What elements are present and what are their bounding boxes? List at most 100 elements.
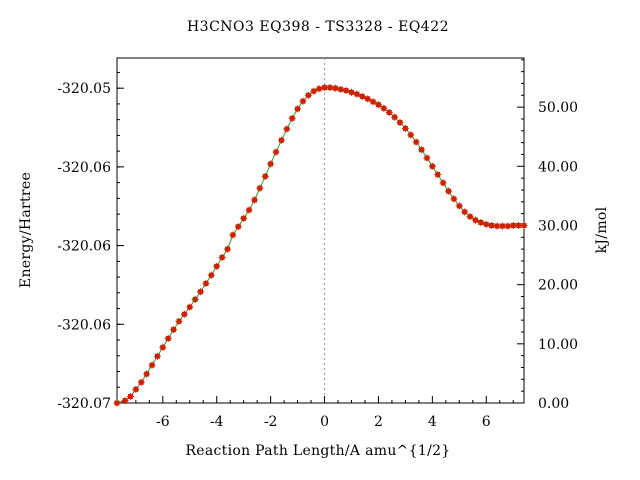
minor-ticks — [117, 59, 524, 404]
x-tick-label: 2 — [374, 414, 383, 430]
data-point — [423, 154, 431, 162]
x-tick-label: -2 — [264, 414, 278, 430]
data-point — [439, 179, 447, 187]
data-point — [385, 108, 393, 116]
left-axis-title: Energy/Hartree — [18, 172, 34, 288]
left-tick-label: -320.06 — [57, 317, 111, 333]
data-point — [418, 146, 426, 154]
data-point — [504, 222, 512, 230]
data-point — [347, 88, 355, 96]
data-point — [466, 213, 474, 221]
energy-profile-series — [113, 84, 528, 407]
data-point — [272, 148, 280, 156]
data-point — [113, 399, 121, 407]
data-point — [126, 392, 134, 400]
data-point — [310, 87, 318, 95]
data-point — [224, 245, 232, 253]
x-axis-ticks: -6 -4 -2 0 2 4 6 — [156, 396, 491, 430]
data-point — [461, 208, 469, 216]
data-point — [488, 221, 496, 229]
data-point — [180, 310, 188, 318]
data-point — [229, 231, 237, 239]
left-tick-label: -320.07 — [57, 396, 111, 412]
data-point — [143, 370, 151, 378]
data-point — [267, 160, 275, 168]
data-point — [294, 105, 302, 113]
right-axis-title: kJ/mol — [594, 206, 610, 253]
data-point — [277, 136, 285, 144]
data-point — [170, 326, 178, 334]
left-tick-label: -320.05 — [57, 81, 111, 97]
series-line — [116, 87, 524, 404]
data-point — [391, 113, 399, 121]
data-point — [202, 279, 210, 287]
data-point — [482, 220, 490, 228]
data-point — [153, 352, 161, 360]
left-tick-label: -320.06 — [57, 239, 111, 255]
data-point — [471, 216, 479, 224]
data-point — [299, 97, 307, 105]
data-point — [132, 385, 140, 393]
data-point — [364, 95, 372, 103]
x-tick-label: 4 — [428, 414, 437, 430]
data-point — [148, 361, 156, 369]
left-tick-label: -320.06 — [57, 160, 111, 176]
data-point — [164, 334, 172, 342]
data-point — [175, 317, 183, 325]
data-point — [358, 92, 366, 100]
data-point — [283, 125, 291, 133]
data-point — [520, 221, 528, 229]
data-point — [315, 85, 323, 93]
data-point — [374, 101, 382, 109]
data-point — [213, 262, 221, 270]
data-point — [197, 288, 205, 296]
data-point — [412, 138, 420, 146]
data-point — [218, 253, 226, 261]
data-point — [326, 84, 334, 92]
plot-frame — [116, 57, 525, 404]
data-point — [331, 84, 339, 92]
data-point — [261, 172, 269, 180]
data-point — [191, 295, 199, 303]
right-tick-label: 40.00 — [538, 159, 578, 175]
data-point — [250, 196, 258, 204]
data-point — [445, 187, 453, 195]
data-point — [256, 184, 264, 192]
data-point — [477, 219, 485, 227]
data-point — [407, 131, 415, 139]
right-tick-label: 20.00 — [538, 278, 578, 294]
right-tick-label: 10.00 — [538, 337, 578, 353]
data-point — [342, 87, 350, 95]
right-tick-label: 50.00 — [538, 100, 578, 116]
data-point — [121, 397, 129, 405]
right-axis-ticks: 0.00 10.00 20.00 30.00 40.00 50.00 — [517, 100, 578, 412]
data-point — [434, 171, 442, 179]
data-point — [369, 98, 377, 106]
x-tick-label: 6 — [482, 414, 491, 430]
data-point — [450, 195, 458, 203]
data-point — [245, 206, 253, 214]
data-point — [288, 114, 296, 122]
data-point — [396, 119, 404, 127]
data-point — [304, 91, 312, 99]
data-point — [207, 271, 215, 279]
x-tick-label: -6 — [156, 414, 170, 430]
data-point — [159, 343, 167, 351]
right-tick-label: 0.00 — [538, 396, 569, 412]
data-point — [455, 202, 463, 210]
data-point — [401, 124, 409, 132]
data-point — [353, 90, 361, 98]
data-point — [234, 223, 242, 231]
data-point — [137, 378, 145, 386]
x-tick-label: 0 — [320, 414, 329, 430]
data-point — [337, 85, 345, 93]
x-tick-label: -4 — [210, 414, 224, 430]
right-tick-label: 30.00 — [538, 218, 578, 234]
data-point — [240, 214, 248, 222]
data-point — [186, 303, 194, 311]
x-axis-title: Reaction Path Length/A amu^{1/2} — [185, 443, 450, 459]
data-point — [380, 104, 388, 112]
left-axis-ticks: -320.05 -320.06 -320.06 -320.06 -320.07 — [57, 81, 124, 412]
data-point — [428, 162, 436, 170]
